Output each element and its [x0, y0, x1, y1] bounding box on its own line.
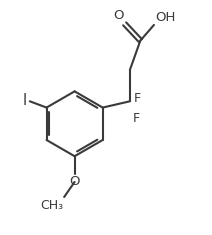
Text: I: I: [23, 93, 27, 108]
Text: F: F: [132, 112, 139, 125]
Text: F: F: [134, 92, 141, 105]
Text: O: O: [69, 175, 80, 188]
Text: OH: OH: [155, 11, 175, 24]
Text: CH₃: CH₃: [40, 199, 63, 212]
Text: O: O: [113, 9, 124, 22]
